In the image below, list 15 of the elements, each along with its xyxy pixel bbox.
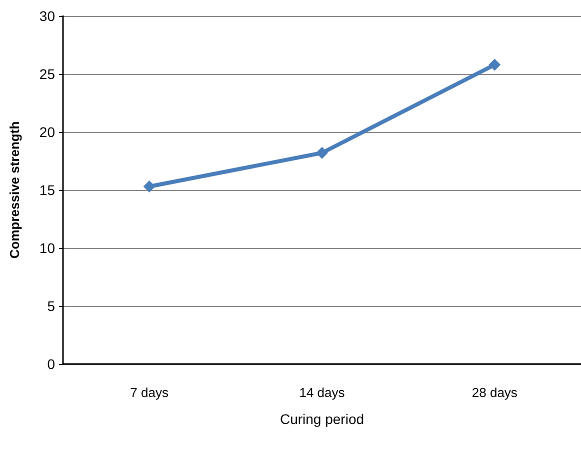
- x-tick-label: 14 days: [299, 385, 346, 400]
- y-tick-label: 15: [39, 182, 56, 198]
- y-tick-label: 5: [47, 298, 56, 314]
- y-tick-label: 0: [47, 356, 56, 372]
- point: [143, 180, 156, 193]
- x-tick-label: 7 days: [130, 385, 169, 400]
- y-tick-label: 10: [39, 240, 56, 256]
- y-tick-label: 25: [39, 66, 56, 82]
- y-tick-label: 30: [39, 8, 56, 24]
- point: [316, 146, 328, 159]
- x-tick-label: 28 days: [472, 385, 518, 400]
- y-tick-label: 20: [39, 124, 56, 140]
- point: [488, 58, 501, 71]
- x-axis-title: Curing period: [280, 411, 364, 427]
- y-axis-title: Compressive strength: [7, 121, 22, 259]
